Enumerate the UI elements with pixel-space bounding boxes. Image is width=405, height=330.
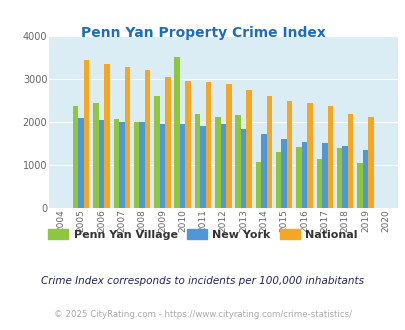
Bar — [226, 84, 231, 208]
Bar — [321, 143, 327, 208]
Bar — [281, 139, 286, 208]
Bar — [336, 148, 341, 208]
Bar — [205, 82, 211, 208]
Bar — [240, 129, 246, 208]
Bar — [356, 163, 362, 208]
Bar — [307, 103, 312, 208]
Bar — [174, 57, 179, 208]
Bar — [84, 60, 89, 208]
Bar — [154, 95, 159, 208]
Bar — [347, 115, 352, 208]
Bar — [73, 106, 78, 208]
Bar — [341, 146, 347, 208]
Bar — [246, 90, 251, 208]
Bar — [286, 101, 292, 208]
Bar — [260, 134, 266, 208]
Bar — [275, 152, 281, 208]
Bar — [301, 142, 307, 208]
Bar — [139, 122, 145, 208]
Bar — [93, 103, 98, 208]
Text: Crime Index corresponds to incidents per 100,000 inhabitants: Crime Index corresponds to incidents per… — [41, 276, 364, 286]
Text: Penn Yan Property Crime Index: Penn Yan Property Crime Index — [80, 26, 325, 40]
Bar — [185, 81, 190, 208]
Bar — [124, 67, 130, 208]
Bar — [296, 147, 301, 208]
Bar — [134, 122, 139, 208]
Bar — [235, 115, 240, 208]
Bar — [194, 114, 200, 208]
Text: © 2025 CityRating.com - https://www.cityrating.com/crime-statistics/: © 2025 CityRating.com - https://www.city… — [54, 310, 351, 319]
Bar — [316, 159, 321, 208]
Bar — [104, 64, 109, 208]
Bar — [200, 125, 205, 208]
Bar — [165, 77, 170, 208]
Bar — [159, 124, 165, 208]
Legend: Penn Yan Village, New York, National: Penn Yan Village, New York, National — [44, 225, 361, 245]
Bar — [266, 96, 271, 208]
Bar — [255, 162, 260, 208]
Bar — [98, 119, 104, 208]
Bar — [119, 122, 124, 208]
Bar — [215, 117, 220, 208]
Bar — [327, 106, 332, 208]
Bar — [78, 118, 84, 208]
Bar — [367, 117, 373, 208]
Bar — [145, 70, 150, 208]
Bar — [113, 119, 119, 208]
Bar — [362, 149, 367, 208]
Bar — [220, 124, 226, 208]
Bar — [179, 124, 185, 208]
